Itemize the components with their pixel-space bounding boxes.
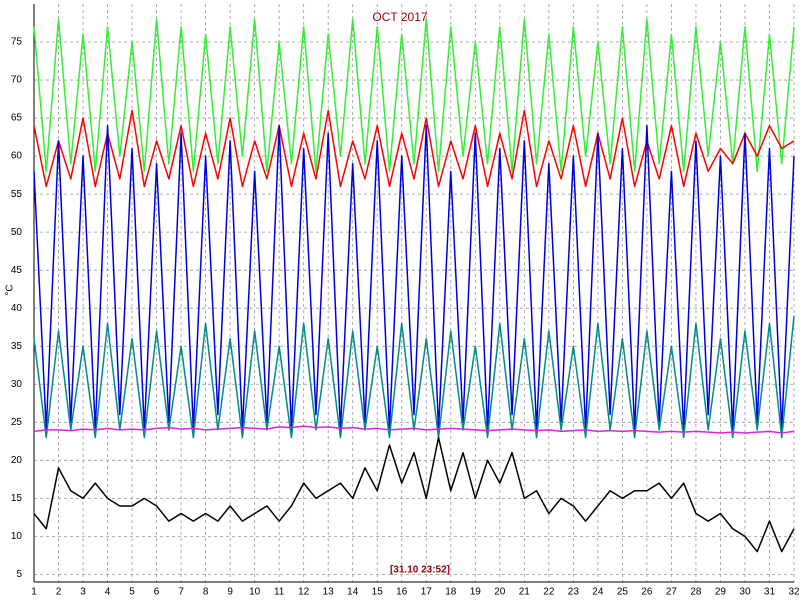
x-tick-label: 14 — [347, 587, 359, 598]
x-tick-label: 23 — [568, 587, 580, 598]
x-tick-label: 9 — [227, 587, 233, 598]
series-line — [33, 425, 795, 434]
y-tick-label: 70 — [11, 75, 23, 86]
chart-title: OCT 2017 — [372, 10, 427, 24]
series-line — [33, 315, 795, 439]
x-tick-label: 7 — [178, 587, 184, 598]
y-tick-label: 60 — [11, 151, 23, 162]
x-tick-label: 27 — [666, 587, 678, 598]
x-tick-label: 31 — [764, 587, 776, 598]
x-tick-label: 15 — [372, 587, 384, 598]
x-tick-label: 21 — [519, 587, 531, 598]
x-tick-label: 18 — [445, 587, 457, 598]
x-tick-label: 1 — [31, 587, 37, 598]
x-tick-label: 10 — [249, 587, 261, 598]
y-tick-label: 45 — [11, 265, 23, 276]
x-tick-label: 24 — [592, 587, 604, 598]
series-line — [33, 436, 795, 553]
y-tick-label: 30 — [11, 379, 23, 390]
y-tick-label: 15 — [11, 493, 23, 504]
x-tick-label: 4 — [105, 587, 111, 598]
x-tick-label: 26 — [641, 587, 653, 598]
y-tick-label: 75 — [11, 37, 23, 48]
y-tick-label: 25 — [11, 417, 23, 428]
x-tick-label: 3 — [80, 587, 86, 598]
series-line — [33, 124, 795, 431]
x-tick-label: 5 — [129, 587, 135, 598]
x-tick-label: 22 — [543, 587, 555, 598]
x-tick-label: 2 — [56, 587, 62, 598]
y-tick-label: 65 — [11, 113, 23, 124]
grid — [33, 4, 795, 583]
lines — [33, 18, 795, 553]
x-tick-label: 20 — [494, 587, 506, 598]
x-tick-label: 16 — [396, 587, 408, 598]
x-tick-label: 6 — [154, 587, 160, 598]
x-tick-label: 29 — [715, 587, 727, 598]
x-tick-label: 25 — [617, 587, 629, 598]
series-line — [33, 18, 795, 173]
x-tick-label: 17 — [421, 587, 433, 598]
series-line — [33, 109, 795, 188]
x-tick-label: 13 — [323, 587, 335, 598]
y-tick-label: 50 — [11, 227, 23, 238]
y-tick-label: 40 — [11, 303, 23, 314]
x-tick-label: 12 — [298, 587, 310, 598]
y-tick-label: 20 — [11, 455, 23, 466]
x-tick-label: 30 — [739, 587, 751, 598]
x-tick-label: 32 — [788, 587, 800, 598]
x-tick-label: 11 — [274, 587, 285, 598]
y-tick-label: 5 — [16, 569, 22, 580]
annotation: [31.10 23:52] — [390, 565, 450, 576]
y-tick-label: 55 — [11, 189, 23, 200]
x-tick-label: 28 — [690, 587, 702, 598]
x-tick-label: 8 — [203, 587, 209, 598]
y-tick-label: 10 — [11, 531, 23, 542]
x-tick-label: 19 — [470, 587, 482, 598]
y-axis-label: °C — [5, 284, 16, 295]
y-tick-label: 35 — [11, 341, 23, 352]
